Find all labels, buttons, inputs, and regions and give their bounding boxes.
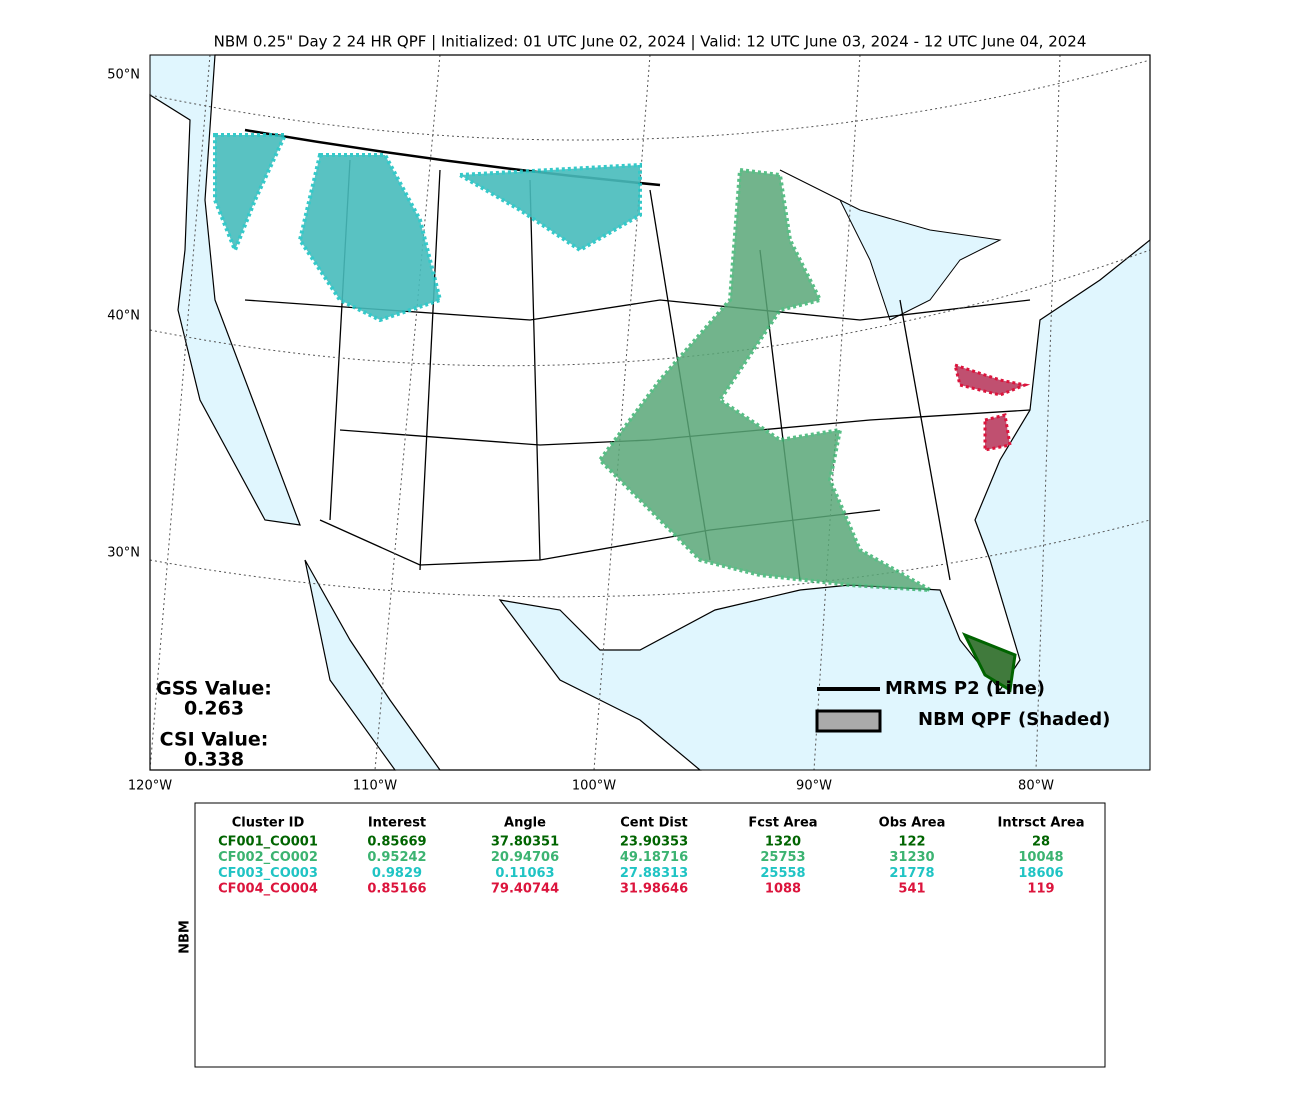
table-cell: 0.85669	[367, 835, 426, 850]
table-cell: 21778	[889, 866, 934, 881]
table-cell: 18606	[1018, 866, 1063, 881]
table-header: Angle	[504, 816, 546, 831]
map: MRMS P2 (Line) NBM QPF (Shaded) GSS Valu…	[149, 54, 1151, 771]
clusters	[213, 133, 1031, 693]
stat-value: 0.338	[184, 749, 244, 771]
table-cell: 25558	[760, 866, 805, 881]
table-cell: 10048	[1018, 850, 1063, 865]
table-header: Interest	[368, 816, 426, 831]
table-header: Cluster ID	[232, 816, 305, 831]
lon-label: 80°W	[1018, 779, 1054, 794]
table-cell: 0.85166	[367, 882, 426, 897]
lat-label: 30°N	[107, 546, 140, 561]
table-cell: 37.80351	[491, 835, 559, 850]
table-header: Fcst Area	[748, 816, 817, 831]
stat-label: GSS Value:	[156, 678, 272, 700]
lon-label: 100°W	[572, 779, 616, 794]
table-cell: 0.95242	[367, 850, 426, 865]
legend-entry: MRMS P2 (Line)	[885, 678, 1045, 699]
great-lakes	[779, 169, 1002, 321]
table-header: Obs Area	[879, 816, 946, 831]
stat-value: 0.263	[184, 698, 244, 720]
table-cell: CF001_CO001	[218, 835, 318, 850]
table-cell: 31.98646	[620, 882, 688, 897]
table-cell: 23.90353	[620, 835, 688, 850]
map-title: NBM 0.25" Day 2 24 HR QPF | Initialized:…	[214, 33, 1087, 51]
legend-entry: NBM QPF (Shaded)	[918, 709, 1110, 730]
table-cell: CF004_CO004	[218, 882, 318, 897]
lon-label: 110°W	[353, 779, 397, 794]
table-cell: 1088	[765, 882, 801, 897]
table-cell: 0.11063	[495, 866, 554, 881]
table-cell: 31230	[889, 850, 934, 865]
legend-swatch	[815, 709, 882, 733]
table-cell: 20.94706	[491, 850, 559, 865]
table-cell: 28	[1032, 835, 1050, 850]
table-cell: CF002_CO002	[218, 850, 318, 865]
table-side-label: NBM	[178, 920, 193, 954]
lat-label: 50°N	[107, 68, 140, 83]
table-cell: 1320	[765, 835, 801, 850]
stat-label: CSI Value:	[160, 729, 269, 751]
table-cell: CF003_CO003	[218, 866, 318, 881]
table-cell: 79.40744	[491, 882, 559, 897]
table-cell: 49.18716	[620, 850, 688, 865]
table-frame	[194, 802, 1106, 1068]
lat-label: 40°N	[107, 309, 140, 324]
table-cell: 25753	[760, 850, 805, 865]
graticule	[149, 54, 1151, 771]
lon-label: 120°W	[128, 779, 172, 794]
table-cell: 27.88313	[620, 866, 688, 881]
table-header: Cent Dist	[620, 816, 688, 831]
map-frame	[149, 54, 1151, 771]
table-header: Intrsct Area	[998, 816, 1085, 831]
table-cell: 0.9829	[372, 866, 422, 881]
table-cell: 122	[898, 835, 925, 850]
lon-label: 90°W	[796, 779, 832, 794]
table-cell: 119	[1027, 882, 1054, 897]
table-cell: 541	[898, 882, 925, 897]
